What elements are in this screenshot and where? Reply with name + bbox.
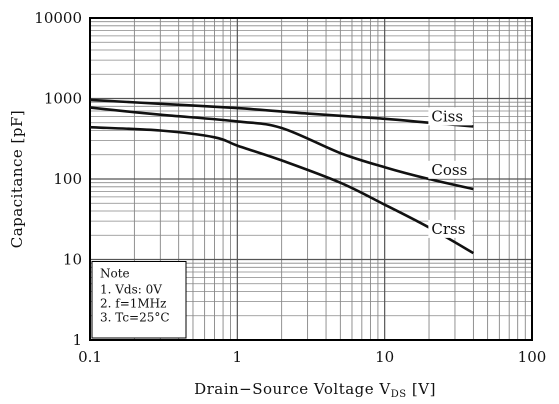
x-tick-labels: 0.1 1 10 100 (78, 348, 546, 366)
series-labels: Ciss Coss Crss (428, 107, 473, 238)
x-axis-title-main: Drain−Source Voltage V (194, 380, 391, 398)
y-tick-label: 1 (72, 331, 82, 349)
series-label-crss: Crss (431, 220, 465, 238)
series-label-bg (428, 160, 473, 179)
x-tick-label: 10 (375, 348, 394, 366)
x-tick-label: 1 (233, 348, 243, 366)
curve-coss (89, 106, 474, 191)
major-gridlines (90, 18, 532, 340)
note-line: 3. Tc=25°C (100, 311, 170, 325)
y-tick-label: 10 (63, 251, 82, 269)
curve-crss (89, 125, 475, 255)
y-tick-labels: 1 10 100 1000 10000 (34, 9, 82, 349)
note-box-bg (91, 261, 187, 339)
x-axis-title-unit: [V] (407, 380, 436, 398)
plot-frame (89, 17, 533, 341)
y-tick-label: 10000 (34, 9, 82, 27)
series-label-ciss: Ciss (431, 107, 463, 125)
series-label-bg (428, 107, 473, 126)
y-tick-label: 100 (53, 170, 82, 188)
y-axis-title: Capacitance [pF] (8, 110, 26, 249)
note-line: 1. Vds: 0V (100, 283, 162, 297)
note-title: Note (100, 267, 130, 281)
series-label-bg (428, 219, 473, 238)
series-label-coss: Coss (431, 161, 467, 179)
note-line: 2. f=1MHz (100, 297, 166, 311)
x-tick-label: 0.1 (78, 348, 102, 366)
x-tick-label: 100 (518, 348, 547, 366)
x-axis-title: Drain−Source Voltage VDS [V] (194, 380, 436, 400)
y-tick-label: 1000 (44, 90, 82, 108)
x-axis-title-subscript: DS (391, 389, 407, 400)
